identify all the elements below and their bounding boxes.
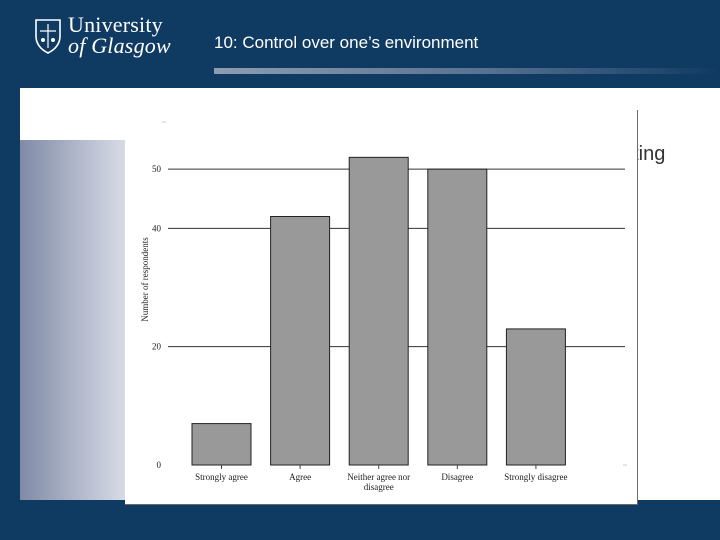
title-rule xyxy=(214,68,720,74)
side-gradient-band xyxy=(20,140,126,500)
y-tick-label: 50 xyxy=(152,164,162,174)
y-axis-label: Number of respondents xyxy=(140,237,150,322)
chart-panel: 0 20 40 50 Number of respondents Strongly agr… xyxy=(125,110,638,505)
y-tick-label: 20 xyxy=(152,342,162,352)
logo-wordmark: University of Glasgow xyxy=(68,12,171,58)
bar-chart: 0 20 40 50 Number of respondents Strongly agr… xyxy=(140,121,627,492)
x-tick-label: Strongly agree xyxy=(195,472,248,482)
x-tick-label: Agree xyxy=(289,472,311,482)
x-tick-label: Disagree xyxy=(441,472,473,482)
bar xyxy=(427,168,488,466)
slide-title: 10: Control over one’s environment xyxy=(214,33,479,52)
bar xyxy=(505,328,566,466)
slide-content: ecting 0 20 40 50 Number of respondents Stron… xyxy=(20,88,720,505)
x-tick-label: Strongly disagree xyxy=(504,472,567,482)
y-tick-label: 0 xyxy=(157,460,162,470)
logo-line-1: University xyxy=(68,12,163,37)
bar xyxy=(191,423,252,466)
bar xyxy=(270,216,331,466)
logo-line-2: of Glasgow xyxy=(68,33,171,58)
crest-icon xyxy=(35,19,61,54)
x-tick-label: Neither agree nor disagree xyxy=(347,472,410,492)
university-logo: University of Glasgow xyxy=(34,14,194,62)
bar xyxy=(348,156,409,466)
y-tick-label: 40 xyxy=(152,223,162,233)
